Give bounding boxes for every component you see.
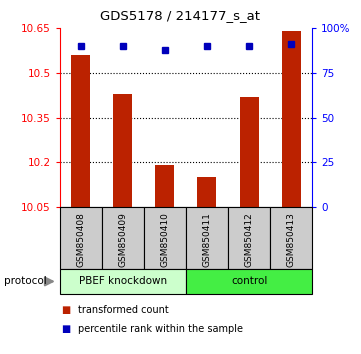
Text: GSM850412: GSM850412 (245, 212, 253, 267)
Text: transformed count: transformed count (78, 305, 168, 315)
Bar (113, 94, 132, 207)
Text: PBEF knockdown: PBEF knockdown (79, 276, 167, 286)
Bar (102, 207, 144, 269)
Text: GSM850410: GSM850410 (160, 212, 169, 267)
Bar (186, 269, 312, 294)
Bar (186, 207, 228, 269)
Bar (144, 207, 186, 269)
Text: GSM850413: GSM850413 (287, 212, 296, 267)
Text: control: control (231, 276, 267, 286)
Text: GDS5178 / 214177_s_at: GDS5178 / 214177_s_at (100, 9, 261, 22)
Bar (228, 207, 270, 269)
Text: percentile rank within the sample: percentile rank within the sample (78, 324, 243, 334)
Bar (60, 207, 102, 269)
Bar (60, 269, 186, 294)
Text: protocol: protocol (4, 276, 46, 286)
Text: ■: ■ (61, 324, 71, 334)
Bar (240, 97, 258, 207)
Text: GSM850408: GSM850408 (76, 212, 85, 267)
Bar (282, 31, 301, 207)
Bar (71, 55, 90, 207)
Bar (197, 177, 217, 207)
Bar (155, 165, 174, 207)
Text: GSM850409: GSM850409 (118, 212, 127, 267)
Text: ■: ■ (61, 305, 71, 315)
Bar (270, 207, 312, 269)
Text: GSM850411: GSM850411 (203, 212, 212, 267)
